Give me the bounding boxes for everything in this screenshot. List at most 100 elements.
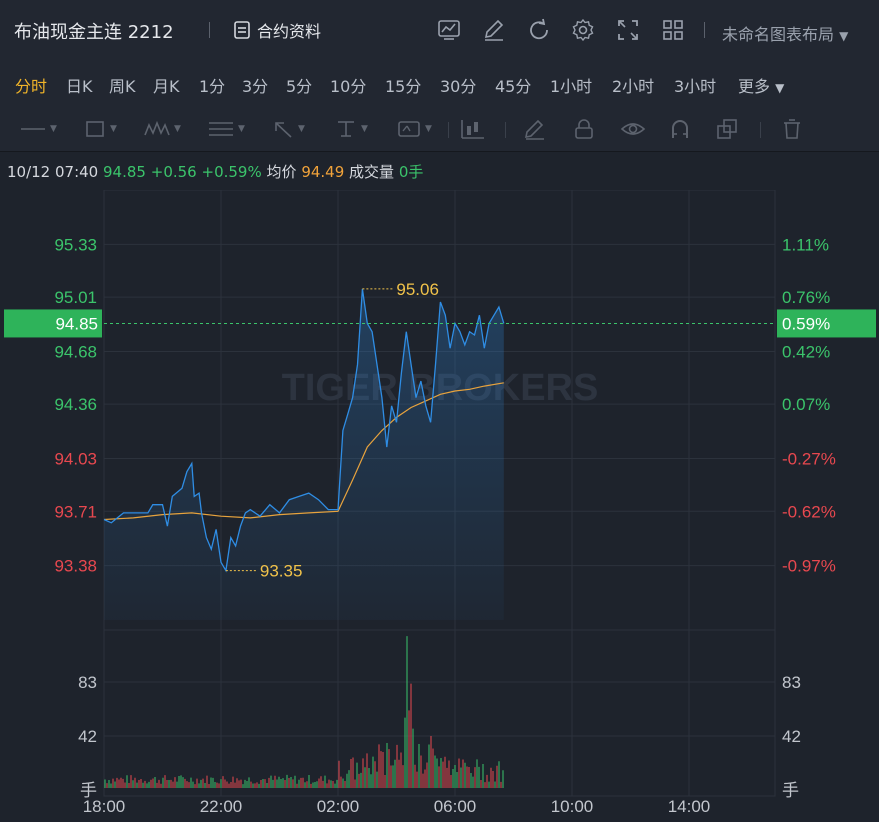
line-icon: [21, 128, 45, 130]
tab-5min[interactable]: 5分: [286, 77, 313, 96]
chart-grid: [103, 190, 775, 796]
pct-tick-label: 0.42%: [782, 342, 830, 361]
info-datetime: 10/12 07:40: [7, 163, 99, 181]
info-avg-label: 均价: [266, 163, 297, 181]
caret-down-icon: ▼: [775, 81, 785, 95]
document-icon: [234, 21, 250, 39]
layout-selector[interactable]: 未命名图表布局 ▼: [722, 21, 848, 45]
contract-info-label: 合约资料: [257, 22, 322, 41]
shape-tool[interactable]: ▼: [84, 118, 117, 140]
average-price-line: [103, 382, 504, 521]
low-price-label: 93.35: [260, 562, 303, 581]
price-tick-label: 93.71: [54, 502, 97, 521]
volume-bars: [104, 636, 504, 788]
tab-month-k[interactable]: 月K: [153, 77, 180, 96]
toolbar-divider: [760, 122, 761, 138]
tab-30min[interactable]: 30分: [440, 77, 477, 96]
toolbar-divider: [448, 122, 449, 138]
intraday-chart[interactable]: TIGER BROKERS 95.331.11%95.010.76%94.680…: [0, 190, 879, 822]
text-tool[interactable]: ▼: [335, 118, 368, 140]
copy-icon: [717, 119, 737, 139]
magnet-icon: [672, 120, 688, 138]
label-tool[interactable]: ▼: [397, 118, 432, 140]
header-bar: 布油现金主连 2212 合约资料 未命名图表布局 ▼: [0, 0, 879, 62]
refresh-icon[interactable]: [526, 17, 552, 43]
tab-1hour[interactable]: 1小时: [550, 77, 593, 96]
volume-tick-label: 42: [782, 727, 801, 746]
pct-tick-label: 0.76%: [782, 288, 830, 307]
indicator-chart-icon[interactable]: [436, 17, 462, 43]
current-pct-tag-label: 0.59%: [782, 314, 830, 333]
time-tick-label: 02:00: [317, 797, 360, 816]
price-area-fill: [104, 288, 504, 620]
pct-tick-label: 0.07%: [782, 395, 830, 414]
volume-tick-label: 83: [782, 673, 801, 692]
volume-unit-label: 手: [782, 781, 799, 800]
tab-10min[interactable]: 10分: [330, 77, 367, 96]
label-box-icon: [398, 121, 420, 137]
fib-tool[interactable]: ▼: [208, 118, 245, 140]
wave-pattern-icon: [144, 120, 170, 136]
tab-2hour[interactable]: 2小时: [612, 77, 655, 96]
header-divider: [209, 22, 210, 38]
lock-tool[interactable]: [573, 118, 595, 140]
layout-name-label: 未命名图表布局: [722, 25, 835, 44]
current-price-tag-label: 94.85: [55, 314, 98, 333]
rectangle-icon: [86, 121, 104, 137]
fullscreen-icon[interactable]: [615, 17, 641, 43]
info-price: 94.85: [103, 163, 146, 181]
tab-3min[interactable]: 3分: [242, 77, 269, 96]
current-pct-tag: [777, 309, 876, 338]
visibility-tool[interactable]: [620, 118, 646, 140]
pencil-icon: [524, 119, 544, 140]
copy-tool[interactable]: [715, 118, 739, 140]
pct-tick-label: -0.27%: [782, 450, 836, 469]
high-price-label: 95.06: [396, 280, 439, 299]
price-info-line: 10/12 07:40 94.85 +0.56 +0.59% 均价 94.49 …: [7, 161, 423, 182]
info-volume-value: 0手: [398, 163, 424, 181]
tab-1min[interactable]: 1分: [199, 77, 226, 96]
tab-3hour[interactable]: 3小时: [674, 77, 717, 96]
chart-markers: 94.85 0.59% 95.06 93.35: [4, 280, 876, 581]
tab-timeshare[interactable]: 分时: [15, 77, 48, 96]
arrow-tool[interactable]: ▼: [272, 118, 305, 140]
tab-15min[interactable]: 15分: [385, 77, 422, 96]
period-tabs: 分时 日K 周K 月K 1分 3分 5分 10分 15分 30分 45分 1小时…: [0, 62, 879, 106]
tab-day-k[interactable]: 日K: [66, 77, 93, 96]
candle-tool[interactable]: [460, 118, 486, 140]
price-tick-label: 95.33: [54, 235, 97, 254]
more-periods-button[interactable]: 更多 ▼: [738, 73, 784, 97]
pattern-tool[interactable]: ▼: [144, 118, 181, 140]
delete-tool[interactable]: [781, 118, 803, 140]
contract-info-button[interactable]: 合约资料: [233, 18, 321, 42]
line-tool[interactable]: ▼: [20, 118, 57, 140]
drawing-toolbar: ▼ ▼ ▼ ▼ ▼ ▼ ▼: [0, 106, 879, 152]
arrow-icon: [275, 122, 292, 138]
time-tick-label: 18:00: [83, 797, 126, 816]
info-change: +0.56: [150, 163, 197, 181]
more-periods-label: 更多: [738, 77, 771, 96]
tab-week-k[interactable]: 周K: [109, 77, 136, 96]
caret-down-icon: ▼: [839, 29, 849, 43]
toolbar-divider: [505, 122, 506, 138]
current-price-tag: [4, 309, 102, 338]
time-tick-label: 06:00: [434, 797, 477, 816]
info-change-pct: +0.59%: [201, 163, 262, 181]
pct-tick-label: -0.97%: [782, 557, 836, 576]
eye-icon: [620, 123, 646, 135]
lock-icon: [575, 119, 593, 139]
settings-gear-icon[interactable]: [570, 17, 596, 43]
price-line: [103, 288, 505, 573]
edit-icon[interactable]: [481, 17, 507, 43]
price-tick-label: 93.38: [54, 557, 97, 576]
fibonacci-icon: [209, 122, 233, 136]
candlestick-icon: [461, 120, 484, 139]
layout-grid-icon[interactable]: [660, 17, 686, 43]
magnet-tool[interactable]: [669, 118, 691, 140]
volume-tick-label: 42: [78, 727, 97, 746]
info-volume-label: 成交量: [349, 163, 395, 181]
tab-45min[interactable]: 45分: [495, 77, 532, 96]
price-tick-label: 94.36: [54, 395, 97, 414]
header-divider: [704, 22, 705, 38]
brush-tool[interactable]: [523, 118, 547, 140]
